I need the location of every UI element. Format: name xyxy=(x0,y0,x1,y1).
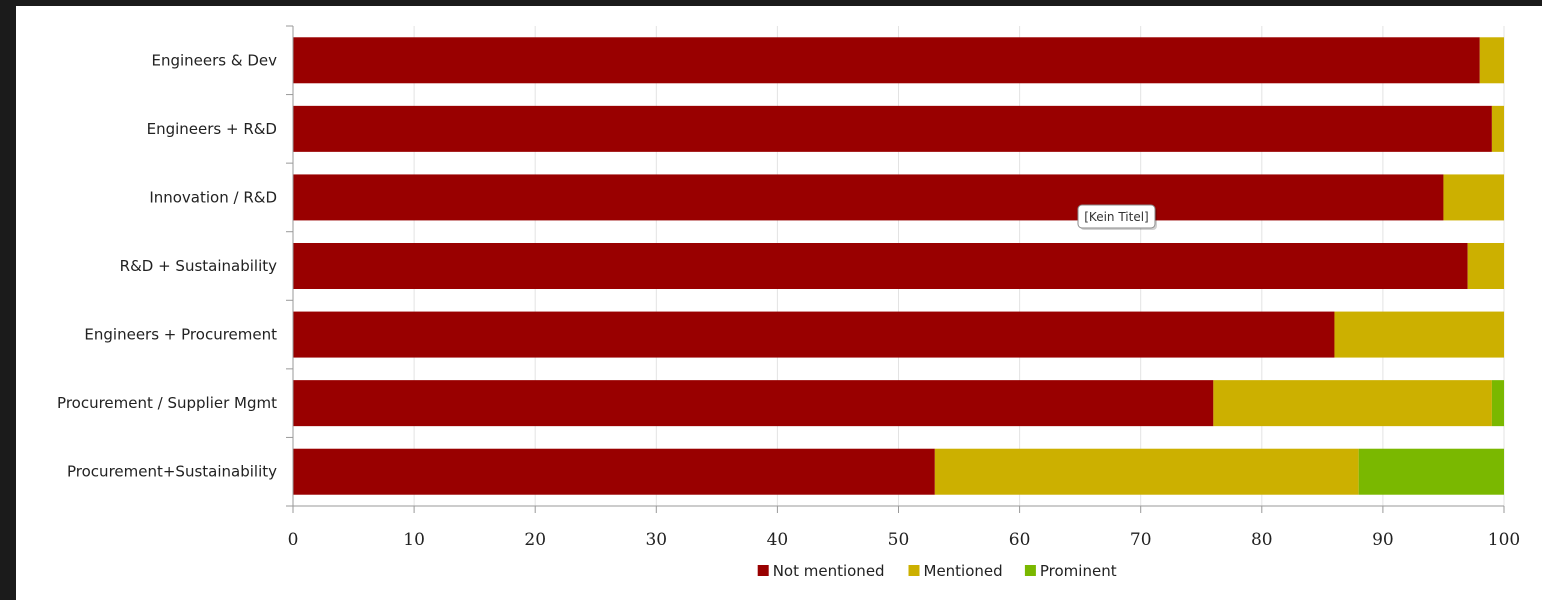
tooltip-box xyxy=(1077,204,1156,229)
bar-procurement-supplier-mgmt-prominent[interactable] xyxy=(1491,380,1504,427)
legend-label-not-mentioned[interactable]: Not mentioned xyxy=(773,562,885,580)
x-tick-label-50: 50 xyxy=(888,530,910,550)
bar-procurement-supplier-mgmt-not-mentioned[interactable] xyxy=(293,380,1214,427)
stacked-bar-chart: Engineers & Dev Engineers + R&D Innovation… xyxy=(57,25,1521,580)
category-label-engineers-dev: Engineers & Dev xyxy=(151,51,277,69)
tooltip-text: [Kein Titel] xyxy=(1084,210,1149,224)
bar-engineers-procurement-not-mentioned[interactable] xyxy=(293,311,1335,358)
category-label-procurement-sustainability: Procurement+Sustainability xyxy=(67,463,277,481)
category-labels: Engineers & Dev Engineers + R&D Innovation… xyxy=(57,51,277,480)
legend-swatch-mentioned[interactable] xyxy=(908,565,920,576)
x-tick-label-80: 80 xyxy=(1251,530,1273,550)
legend-swatch-not-mentioned[interactable] xyxy=(757,565,769,576)
bar-engineers-dev-mentioned[interactable] xyxy=(1479,37,1504,84)
bars xyxy=(293,37,1504,495)
x-tick-label-20: 20 xyxy=(524,530,546,550)
chart-frame: Engineers & Dev Engineers + R&D Innovation… xyxy=(16,6,1542,600)
bar-innovation-r-d-not-mentioned[interactable] xyxy=(293,174,1444,221)
bar-engineers-procurement-mentioned[interactable] xyxy=(1334,311,1504,358)
bar-engineers-dev-not-mentioned[interactable] xyxy=(293,37,1480,84)
bar-engineers-r-d-not-mentioned[interactable] xyxy=(293,105,1492,152)
x-tick-label-70: 70 xyxy=(1130,530,1152,550)
tooltip: [Kein Titel] xyxy=(1077,204,1157,230)
bar-innovation-r-d-mentioned[interactable] xyxy=(1443,174,1504,221)
legend: Not mentioned Mentioned Prominent xyxy=(757,562,1117,580)
x-tick-label-60: 60 xyxy=(1009,530,1031,550)
bar-procurement-supplier-mgmt-mentioned[interactable] xyxy=(1213,380,1492,427)
legend-label-mentioned[interactable]: Mentioned xyxy=(924,562,1003,580)
x-tick-label-30: 30 xyxy=(645,530,667,550)
category-label-r-d-sustainability: R&D + Sustainability xyxy=(120,257,277,275)
category-label-engineers-procurement: Engineers + Procurement xyxy=(84,326,277,344)
bar-engineers-r-d-mentioned[interactable] xyxy=(1491,105,1504,152)
x-tick-label-100: 100 xyxy=(1488,530,1520,550)
x-tick-label-90: 90 xyxy=(1372,530,1394,550)
legend-swatch-prominent[interactable] xyxy=(1024,565,1036,576)
bar-procurement-sustainability-prominent[interactable] xyxy=(1358,448,1504,495)
x-tick-label-40: 40 xyxy=(767,530,789,550)
x-tick-label-0: 0 xyxy=(288,530,299,550)
bar-procurement-sustainability-not-mentioned[interactable] xyxy=(293,448,935,495)
legend-label-prominent[interactable]: Prominent xyxy=(1040,562,1117,580)
category-label-innovation-r-d: Innovation / R&D xyxy=(149,188,277,206)
category-label-procurement-supplier-mgmt: Procurement / Supplier Mgmt xyxy=(57,394,277,412)
category-label-engineers-r-d: Engineers + R&D xyxy=(147,120,277,138)
bar-procurement-sustainability-mentioned[interactable] xyxy=(934,448,1359,495)
bar-r-d-sustainability-mentioned[interactable] xyxy=(1467,243,1504,289)
axes xyxy=(286,25,1505,513)
x-tick-labels: 0 10 20 30 40 50 60 70 80 90 100 xyxy=(288,530,1521,550)
bar-r-d-sustainability-not-mentioned[interactable] xyxy=(293,243,1468,289)
x-tick-label-10: 10 xyxy=(403,530,425,550)
